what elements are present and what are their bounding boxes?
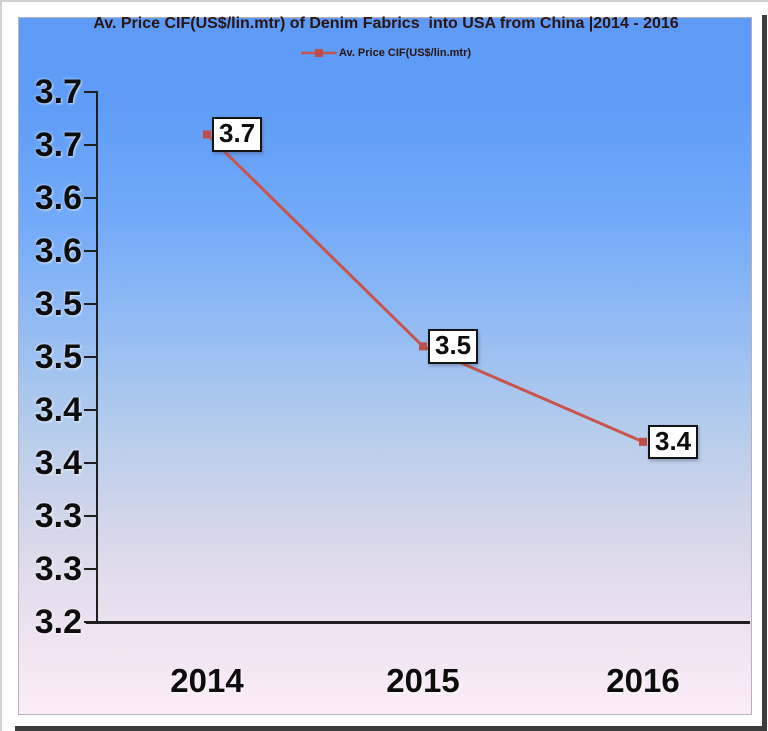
y-axis-line (96, 91, 98, 623)
chart-panel-background (18, 17, 752, 715)
y-axis-tick (84, 621, 97, 623)
frame-shadow-right (762, 15, 767, 731)
y-axis-tick (84, 515, 97, 517)
legend-label: Av. Price CIF(US$/lin.mtr) (338, 47, 472, 59)
y-axis-tick (84, 303, 97, 305)
y-axis-tick (84, 462, 97, 464)
legend-series-marker-icon (300, 49, 337, 57)
y-axis-tick (84, 197, 97, 199)
y-axis-tick (84, 250, 97, 252)
y-axis-tick-label: 3.6 (34, 232, 82, 270)
x-axis-tick-label: 2016 (606, 662, 680, 699)
legend: Av. Price CIF(US$/lin.mtr) (2, 47, 768, 59)
x-axis-tick-label: 2015 (386, 662, 460, 699)
data-point-label: 3.7 (212, 117, 263, 152)
chart-title: Av. Price CIF(US$/lin.mtr) of Denim Fabr… (93, 15, 679, 32)
y-axis-tick (84, 409, 97, 411)
y-axis-tick-label: 3.2 (34, 603, 82, 641)
y-axis-tick (84, 91, 97, 93)
y-axis-tick-label: 3.3 (34, 497, 82, 535)
frame-shadow-bottom (15, 726, 767, 731)
data-point-label: 3.5 (428, 329, 479, 364)
y-axis-tick-label: 3.3 (34, 550, 82, 588)
y-axis-tick-label: 3.7 (34, 73, 82, 111)
y-axis-tick-label: 3.4 (34, 444, 82, 482)
y-axis-tick-label: 3.6 (34, 179, 82, 217)
y-axis-tick (84, 356, 97, 358)
y-axis-tick (84, 144, 97, 146)
y-axis-tick-label: 3.4 (34, 391, 82, 429)
y-axis-tick-label: 3.7 (34, 126, 82, 164)
y-axis-tick-label: 3.5 (34, 338, 82, 376)
x-axis-line (86, 621, 750, 624)
x-axis-tick-label: 2014 (170, 662, 244, 699)
y-axis-tick-label: 3.5 (34, 285, 82, 323)
data-point-label: 3.4 (648, 424, 699, 460)
y-axis-tick (84, 568, 97, 570)
